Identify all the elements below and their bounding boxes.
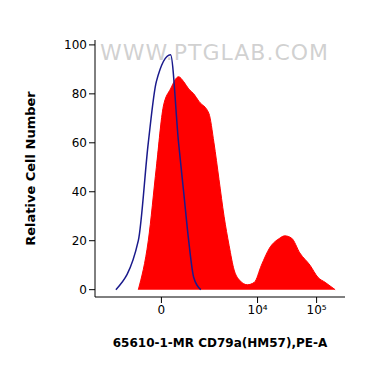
svg-text:10⁴: 10⁴	[248, 303, 268, 317]
svg-text:60: 60	[72, 136, 87, 150]
svg-text:65610-1-MR CD79a(HM57),PE-A: 65610-1-MR CD79a(HM57),PE-A	[113, 336, 328, 350]
svg-text:40: 40	[72, 185, 87, 199]
html-text:WWW.PTGLAB.COM: WWW.PTGLAB.COM	[100, 40, 329, 65]
svg-text:10⁵: 10⁵	[307, 303, 327, 317]
svg-text:100: 100	[64, 38, 87, 52]
svg-text:20: 20	[72, 234, 87, 248]
svg-text:0: 0	[79, 283, 87, 297]
svg-text:0: 0	[158, 303, 166, 317]
svg-text:Relative Cell Number: Relative Cell Number	[23, 91, 38, 246]
svg-text:80: 80	[72, 87, 87, 101]
